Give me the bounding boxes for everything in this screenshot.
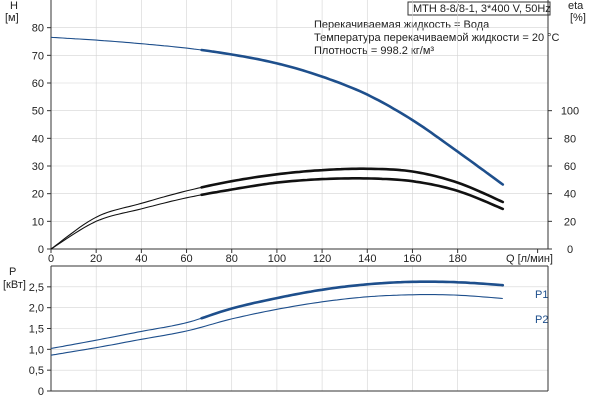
q-tick-label: 0 bbox=[48, 253, 54, 265]
model-label: MTH 8-8/8-1, 3*400 V, 50Hz bbox=[413, 3, 551, 15]
h-tick-label: 80 bbox=[32, 23, 44, 35]
power-curve-p1-operating-range bbox=[200, 280, 505, 320]
h-tick-label: 70 bbox=[32, 50, 44, 62]
efficiency-curve-upper-operating-range bbox=[200, 167, 505, 204]
axes bbox=[47, 0, 552, 392]
q-axis-title: Q [л/мин] bbox=[506, 253, 553, 265]
h-tick-label: 40 bbox=[32, 133, 44, 145]
info-temperature: Температура перекачиваемой жидкости = 20… bbox=[314, 32, 560, 44]
q-tick-label: 60 bbox=[180, 253, 192, 265]
h-axis-title: H bbox=[10, 0, 18, 12]
q-tick-label: 180 bbox=[448, 253, 466, 265]
q-tick-label: 100 bbox=[268, 253, 286, 265]
info-fluid: Перекачиваемая жидкость = Вода bbox=[314, 19, 490, 31]
eta-tick-label: 0 bbox=[567, 244, 573, 256]
h-tick-label: 0 bbox=[38, 244, 44, 256]
p-tick-label: 2,0 bbox=[29, 303, 44, 315]
q-tick-label: 80 bbox=[226, 253, 238, 265]
bottom-panel-grid bbox=[50, 266, 548, 392]
eta-axis-unit: [%] bbox=[570, 12, 586, 24]
q-tick-label: 40 bbox=[135, 253, 147, 265]
head-curve-operating-range bbox=[200, 48, 505, 186]
eta-axis-title: eta bbox=[568, 0, 584, 12]
p-tick-label: 0 bbox=[38, 386, 44, 398]
p-tick-label: 1,0 bbox=[29, 344, 44, 356]
model-label-box bbox=[407, 1, 551, 16]
eta-tick-label: 20 bbox=[564, 216, 576, 228]
q-tick-label: 20 bbox=[90, 253, 102, 265]
q-tick-label: 160 bbox=[403, 253, 421, 265]
p-axis-title: P bbox=[9, 266, 16, 278]
eta-tick-label: 100 bbox=[561, 106, 579, 118]
p-tick-label: 1,5 bbox=[29, 324, 44, 336]
h-tick-label: 20 bbox=[32, 189, 44, 201]
info-density: Плотность = 998.2 кг/м³ bbox=[314, 45, 434, 57]
p-tick-label: 2,5 bbox=[29, 282, 44, 294]
h-axis-unit: [м] bbox=[5, 12, 19, 24]
p-tick-label: 0,5 bbox=[29, 365, 44, 377]
q-tick-label: 140 bbox=[358, 253, 376, 265]
h-tick-label: 60 bbox=[32, 78, 44, 90]
eta-tick-label: 60 bbox=[564, 161, 576, 173]
series-label-p2: P2 bbox=[535, 314, 548, 326]
curves bbox=[50, 36, 505, 356]
p-axis-unit: [кВт] bbox=[3, 279, 26, 291]
efficiency-curve-lower-operating-range bbox=[200, 177, 505, 211]
eta-tick-label: 80 bbox=[564, 133, 576, 145]
q-tick-label: 120 bbox=[313, 253, 331, 265]
h-tick-label: 10 bbox=[32, 216, 44, 228]
eta-tick-label: 40 bbox=[564, 189, 576, 201]
power-curve-p2-thin bbox=[50, 294, 503, 356]
tick-labels: 0 20 40 60 80 100 120 140 160 180 0 10 20 30 40 50 60 70 8… bbox=[29, 23, 579, 398]
h-tick-label: 50 bbox=[32, 106, 44, 118]
h-tick-label: 30 bbox=[32, 161, 44, 173]
series-label-p1: P1 bbox=[535, 289, 548, 301]
